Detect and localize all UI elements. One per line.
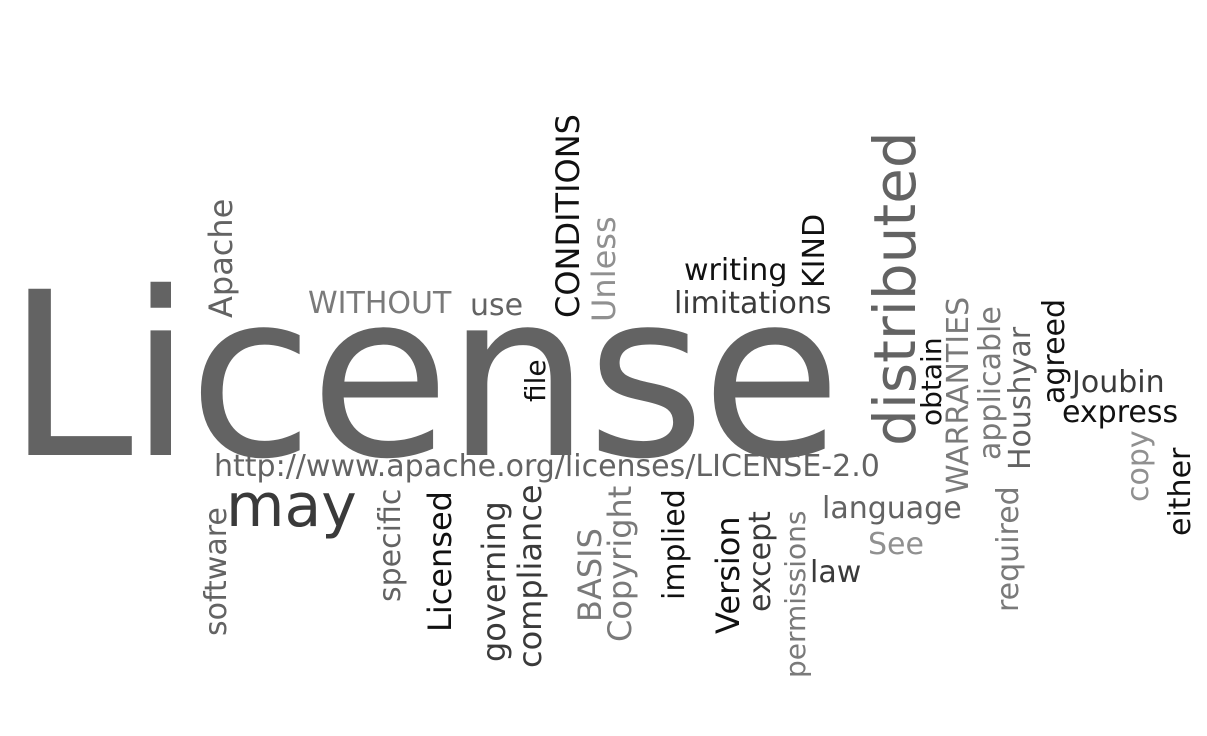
word-copy: copy [1121, 430, 1156, 502]
word-except: except [743, 511, 778, 612]
word-joubin: Joubin [1072, 365, 1165, 400]
word-use: use [470, 288, 524, 323]
word-warranties: WARRANTIES [941, 296, 976, 494]
word-see: See [868, 527, 924, 562]
word-governing: governing [475, 501, 513, 662]
word-kind: KIND [797, 213, 832, 288]
word-without: WITHOUT [308, 286, 452, 321]
word-conditions: CONDITIONS [549, 114, 587, 318]
word-permissions: permissions [779, 510, 812, 679]
word-language: language [822, 491, 962, 526]
word-specific: specific [373, 488, 408, 602]
word-license: License [6, 243, 842, 509]
word-houshyar: Houshyar [1003, 326, 1038, 470]
word-required: required [991, 486, 1026, 612]
word-software: software [199, 507, 234, 636]
word-licensed: Licensed [421, 491, 459, 632]
word-copyright: Copyright [601, 485, 639, 642]
word-url: http://www.apache.org/licenses/LICENSE-2… [214, 449, 880, 484]
word-applicable: applicable [973, 306, 1008, 460]
word-agreed: agreed [1037, 298, 1072, 404]
word-compliance: compliance [511, 484, 549, 668]
word-may: may [226, 471, 357, 541]
word-file: file [519, 359, 552, 402]
word-law: law [810, 555, 862, 590]
word-apache: Apache [202, 198, 240, 318]
word-limitations: limitations [674, 286, 832, 321]
word-implied: implied [657, 489, 692, 600]
word-either: either [1163, 447, 1198, 536]
word-express: express [1062, 395, 1179, 430]
word-version: Version [709, 516, 747, 634]
word-unless: Unless [585, 216, 623, 322]
word-writing: writing [684, 253, 788, 288]
